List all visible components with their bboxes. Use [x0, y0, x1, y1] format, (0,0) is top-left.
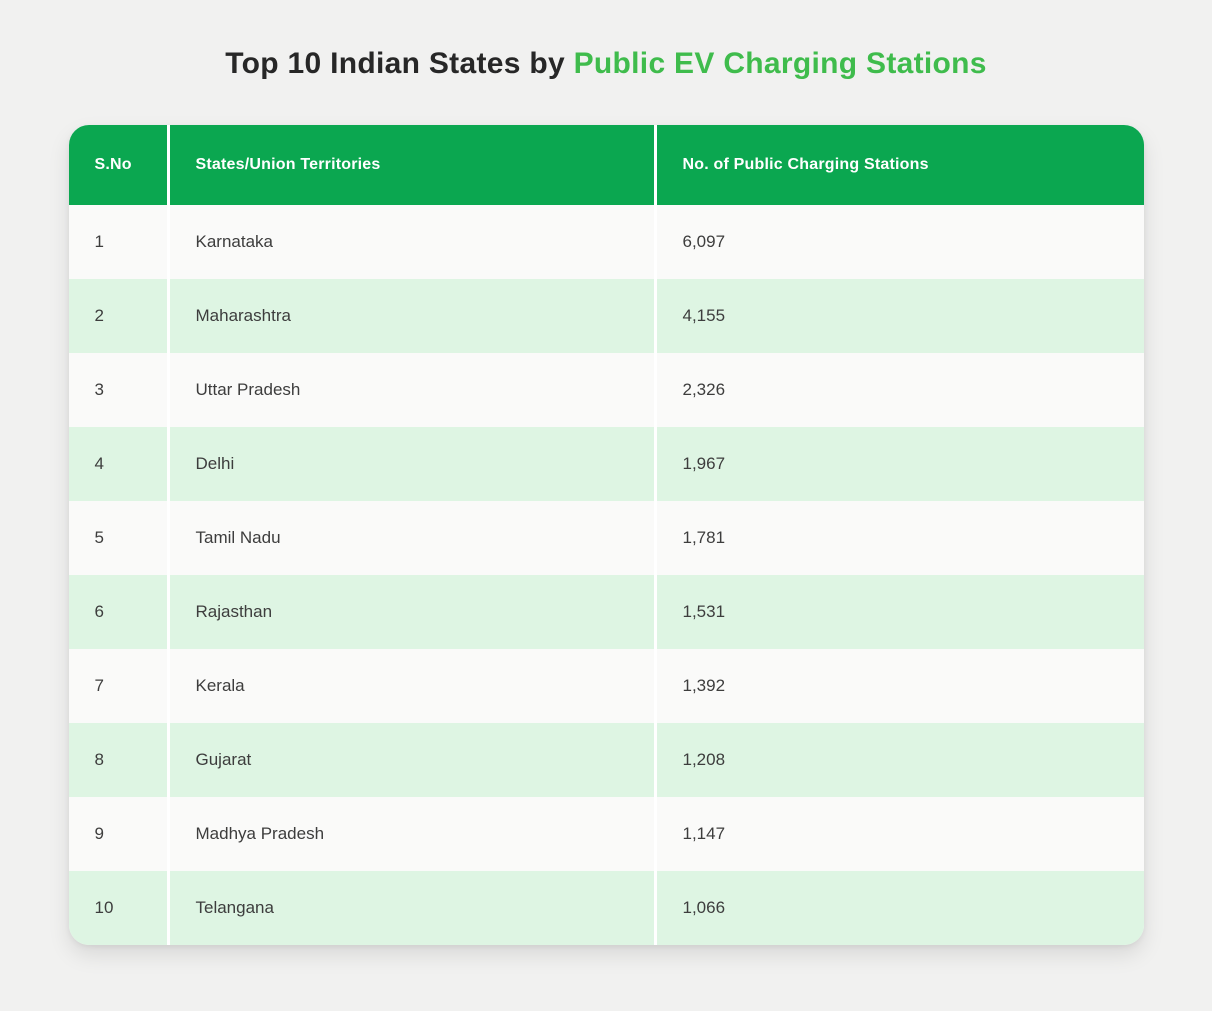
cell-sno: 5: [68, 501, 170, 575]
column-header-state: States/Union Territories: [169, 125, 657, 205]
cell-state: Madhya Pradesh: [169, 797, 657, 871]
cell-stations: 2,326: [656, 353, 1144, 427]
table-header-row: S.No States/Union Territories No. of Pub…: [68, 125, 1144, 205]
cell-state: Delhi: [169, 427, 657, 501]
cell-sno: 6: [68, 575, 170, 649]
cell-state: Maharashtra: [169, 279, 657, 353]
table-row: 3 Uttar Pradesh 2,326: [68, 353, 1144, 427]
title-prefix: Top 10 Indian States by: [225, 47, 565, 80]
table-row: 9 Madhya Pradesh 1,147: [68, 797, 1144, 871]
page: Top 10 Indian States by Public EV Chargi…: [0, 0, 1212, 945]
table-row: 4 Delhi 1,967: [68, 427, 1144, 501]
cell-state: Telangana: [169, 871, 657, 945]
cell-sno: 7: [68, 649, 170, 723]
cell-sno: 2: [68, 279, 170, 353]
cell-stations: 1,781: [656, 501, 1144, 575]
table-row: 6 Rajasthan 1,531: [68, 575, 1144, 649]
cell-sno: 1: [68, 205, 170, 279]
cell-sno: 4: [68, 427, 170, 501]
cell-state: Uttar Pradesh: [169, 353, 657, 427]
table-row: 7 Kerala 1,392: [68, 649, 1144, 723]
table-row: 2 Maharashtra 4,155: [68, 279, 1144, 353]
cell-state: Kerala: [169, 649, 657, 723]
cell-stations: 6,097: [656, 205, 1144, 279]
cell-stations: 4,155: [656, 279, 1144, 353]
table-card: S.No States/Union Territories No. of Pub…: [68, 125, 1144, 945]
column-header-sno: S.No: [68, 125, 170, 205]
cell-state: Tamil Nadu: [169, 501, 657, 575]
cell-stations: 1,967: [656, 427, 1144, 501]
table-row: 1 Karnataka 6,097: [68, 205, 1144, 279]
cell-sno: 3: [68, 353, 170, 427]
ev-stations-table: S.No States/Union Territories No. of Pub…: [68, 125, 1144, 945]
cell-state: Rajasthan: [169, 575, 657, 649]
cell-stations: 1,066: [656, 871, 1144, 945]
table-body: 1 Karnataka 6,097 2 Maharashtra 4,155 3 Uttar P…: [68, 205, 1144, 945]
cell-state: Gujarat: [169, 723, 657, 797]
cell-stations: 1,531: [656, 575, 1144, 649]
cell-sno: 9: [68, 797, 170, 871]
cell-stations: 1,208: [656, 723, 1144, 797]
table-row: 5 Tamil Nadu 1,781: [68, 501, 1144, 575]
cell-state: Karnataka: [169, 205, 657, 279]
cell-sno: 10: [68, 871, 170, 945]
table-row: 8 Gujarat 1,208: [68, 723, 1144, 797]
cell-stations: 1,147: [656, 797, 1144, 871]
title-highlight: Public EV Charging Stations: [573, 47, 987, 80]
table-row: 10 Telangana 1,066: [68, 871, 1144, 945]
cell-sno: 8: [68, 723, 170, 797]
column-header-stations: No. of Public Charging Stations: [656, 125, 1144, 205]
page-title: Top 10 Indian States by Public EV Chargi…: [0, 0, 1212, 82]
cell-stations: 1,392: [656, 649, 1144, 723]
